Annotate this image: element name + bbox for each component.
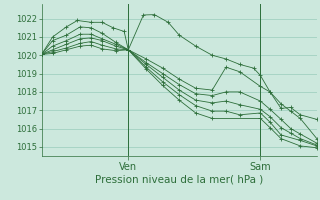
X-axis label: Pression niveau de la mer( hPa ): Pression niveau de la mer( hPa ) [95, 174, 263, 184]
